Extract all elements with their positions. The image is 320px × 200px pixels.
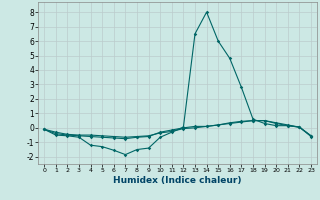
X-axis label: Humidex (Indice chaleur): Humidex (Indice chaleur)	[113, 176, 242, 185]
